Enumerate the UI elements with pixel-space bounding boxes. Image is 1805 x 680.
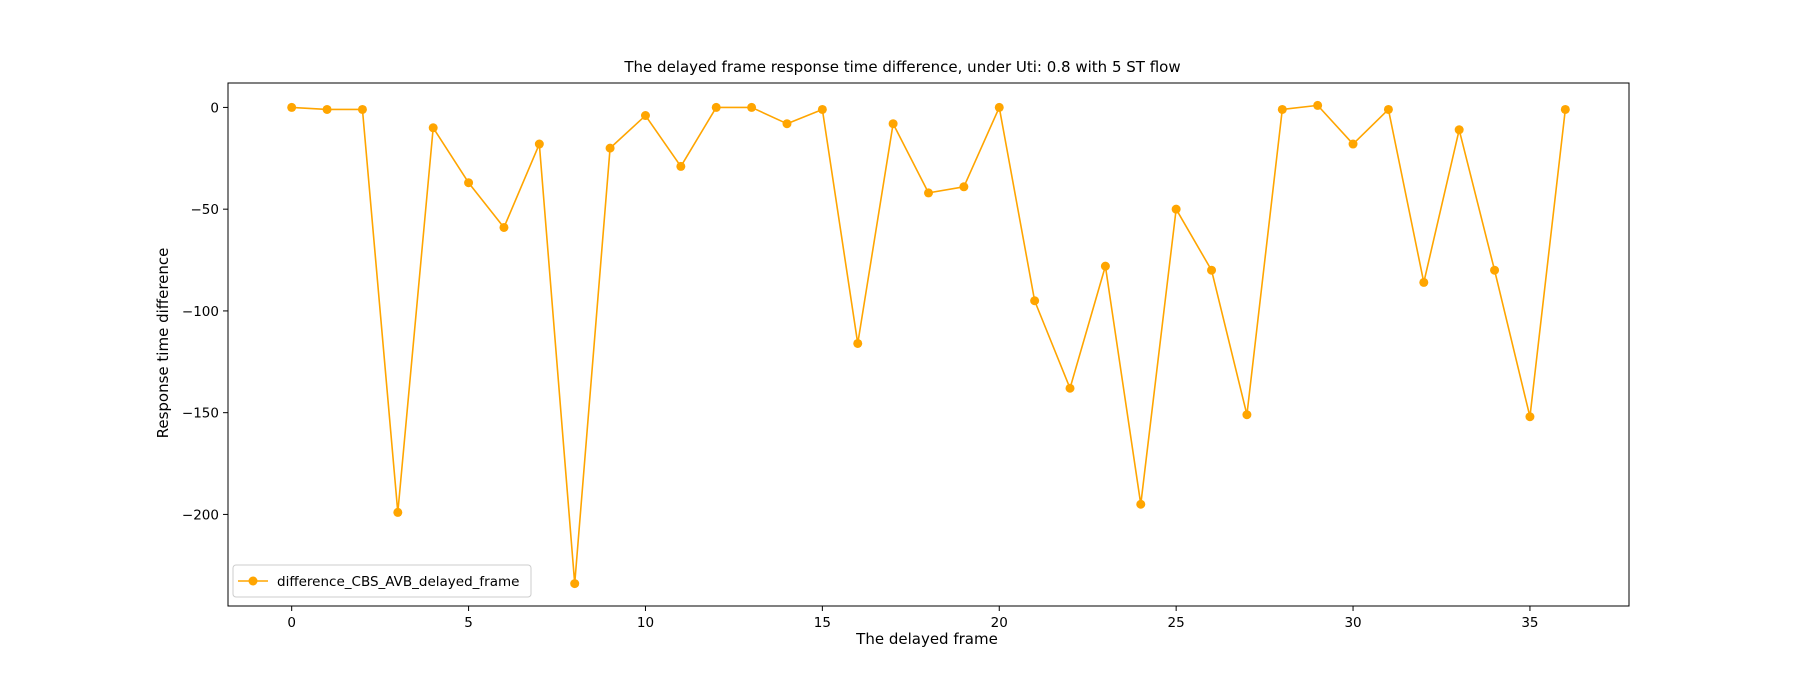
data-point — [994, 102, 1004, 112]
x-tick-label: 5 — [464, 615, 473, 631]
data-point — [393, 507, 403, 517]
legend-marker — [248, 576, 258, 586]
data-point — [747, 102, 757, 112]
data-point — [534, 139, 544, 149]
data-point — [357, 104, 367, 114]
data-point — [605, 143, 615, 153]
x-tick-label: 35 — [1521, 615, 1538, 631]
data-point — [287, 102, 297, 112]
y-tick-label: −200 — [182, 507, 219, 523]
x-tick-label: 25 — [1168, 615, 1185, 631]
data-point — [1030, 296, 1040, 306]
legend: difference_CBS_AVB_delayed_frame — [232, 564, 532, 598]
series-line — [291, 104, 1567, 585]
data-point — [570, 579, 580, 589]
chart-title: The delayed frame response time differen… — [623, 58, 1180, 76]
x-tick-label: 20 — [991, 615, 1008, 631]
data-point — [1207, 265, 1217, 275]
data-point — [676, 161, 686, 171]
y-axis-label: Response time difference — [154, 248, 172, 439]
data-point — [1383, 104, 1393, 114]
data-point — [853, 338, 863, 348]
legend-box — [232, 564, 532, 598]
data-point — [817, 104, 827, 114]
data-point — [1419, 277, 1429, 287]
x-tick-label: 15 — [814, 615, 831, 631]
legend-label: difference_CBS_AVB_delayed_frame — [277, 574, 519, 590]
x-axis-label: The delayed frame — [855, 630, 998, 648]
data-point — [1065, 383, 1075, 393]
data-point — [428, 123, 438, 133]
data-point — [1454, 125, 1464, 135]
data-point — [888, 119, 898, 129]
data-point — [1136, 499, 1146, 509]
data-point — [1525, 412, 1535, 422]
y-tick-label: −150 — [182, 406, 219, 422]
y-tick-label: −100 — [182, 304, 219, 320]
data-point — [924, 188, 933, 198]
data-point — [640, 111, 650, 121]
x-tick-label: 30 — [1344, 615, 1361, 631]
axes-frame — [227, 82, 1630, 607]
y-tick-label: 0 — [210, 100, 219, 116]
data-point — [1171, 204, 1181, 214]
plot-area: 0 5 10 15 20 25 30 35 0 −50 −100 −150 −200 — [182, 82, 1630, 631]
data-point — [1560, 104, 1570, 114]
data-point — [1348, 139, 1358, 149]
data-point — [1313, 100, 1323, 110]
x-tick-label: 10 — [637, 615, 654, 631]
data-point — [322, 104, 332, 114]
data-point — [959, 182, 969, 192]
data-point — [499, 222, 509, 232]
data-point — [1242, 410, 1252, 420]
data-point — [1490, 265, 1500, 275]
y-tick-label: −50 — [191, 202, 220, 218]
data-point — [782, 119, 792, 129]
data-point — [1100, 261, 1110, 271]
x-tick-label: 0 — [287, 615, 296, 631]
data-point — [464, 178, 474, 188]
data-point — [1277, 104, 1287, 114]
data-point — [711, 102, 721, 112]
